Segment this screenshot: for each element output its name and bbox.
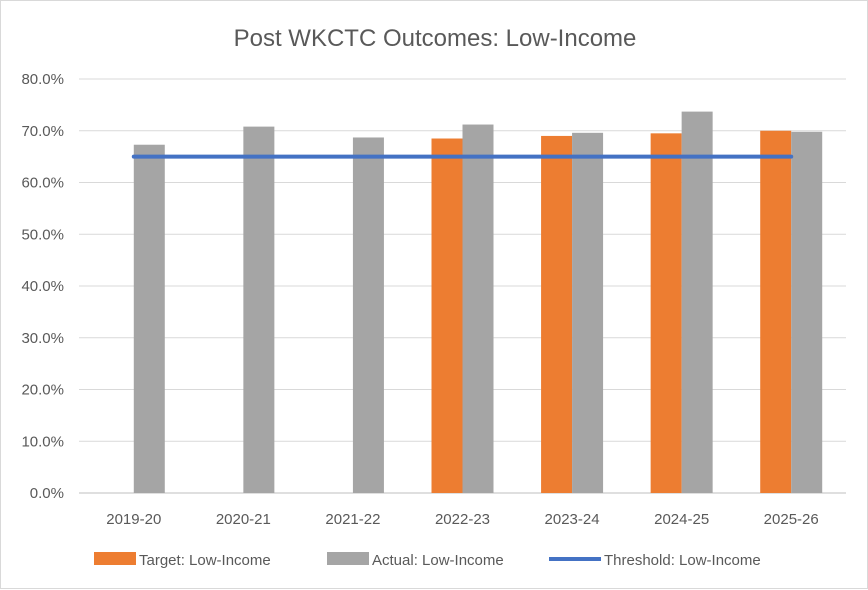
chart-title: Post WKCTC Outcomes: Low-Income bbox=[234, 25, 637, 52]
y-tick-label: 30.0% bbox=[21, 330, 64, 347]
y-tick-label: 10.0% bbox=[21, 433, 64, 450]
legend-label: Target: Low-Income bbox=[139, 552, 271, 569]
y-tick-label: 0.0% bbox=[30, 485, 64, 502]
bar-actual bbox=[352, 137, 384, 494]
y-tick-label: 80.0% bbox=[21, 71, 64, 88]
bar-actual bbox=[133, 144, 165, 493]
y-axis-ticks: 0.0% 10.0% 20.0% 30.0% 40.0% 50.0% 60.0% 70.0% 8… bbox=[21, 71, 64, 502]
y-tick-label: 60.0% bbox=[21, 175, 64, 192]
legend-swatch bbox=[327, 552, 369, 565]
y-tick-label: 70.0% bbox=[21, 123, 64, 140]
bar-actual bbox=[462, 124, 494, 493]
x-axis-ticks: 2019-20 2020-21 2021-22 2022-23 2023-24 2024-… bbox=[106, 511, 818, 528]
legend-label: Threshold: Low-Income bbox=[604, 552, 761, 569]
bar-target bbox=[431, 138, 463, 493]
x-tick-label: 2020-21 bbox=[216, 511, 271, 528]
bar-actual bbox=[572, 132, 604, 493]
bar-target bbox=[760, 130, 792, 493]
y-tick-label: 50.0% bbox=[21, 226, 64, 243]
x-tick-label: 2021-22 bbox=[325, 511, 380, 528]
bar-target bbox=[541, 135, 573, 494]
y-tick-label: 40.0% bbox=[21, 278, 64, 295]
bar-actual bbox=[681, 111, 713, 493]
x-tick-label: 2019-20 bbox=[106, 511, 161, 528]
bar-actual bbox=[243, 126, 275, 494]
x-tick-label: 2024-25 bbox=[654, 511, 709, 528]
bar-target bbox=[650, 133, 682, 493]
bar-actual bbox=[791, 131, 823, 493]
x-tick-label: 2023-24 bbox=[545, 511, 600, 528]
y-tick-label: 20.0% bbox=[21, 382, 64, 399]
x-tick-label: 2025-26 bbox=[764, 511, 819, 528]
x-tick-label: 2022-23 bbox=[435, 511, 490, 528]
bars bbox=[133, 111, 823, 494]
legend-swatch bbox=[94, 552, 136, 565]
legend: Target: Low-Income Actual: Low-Income Thre… bbox=[94, 552, 761, 569]
legend-label: Actual: Low-Income bbox=[372, 552, 504, 569]
